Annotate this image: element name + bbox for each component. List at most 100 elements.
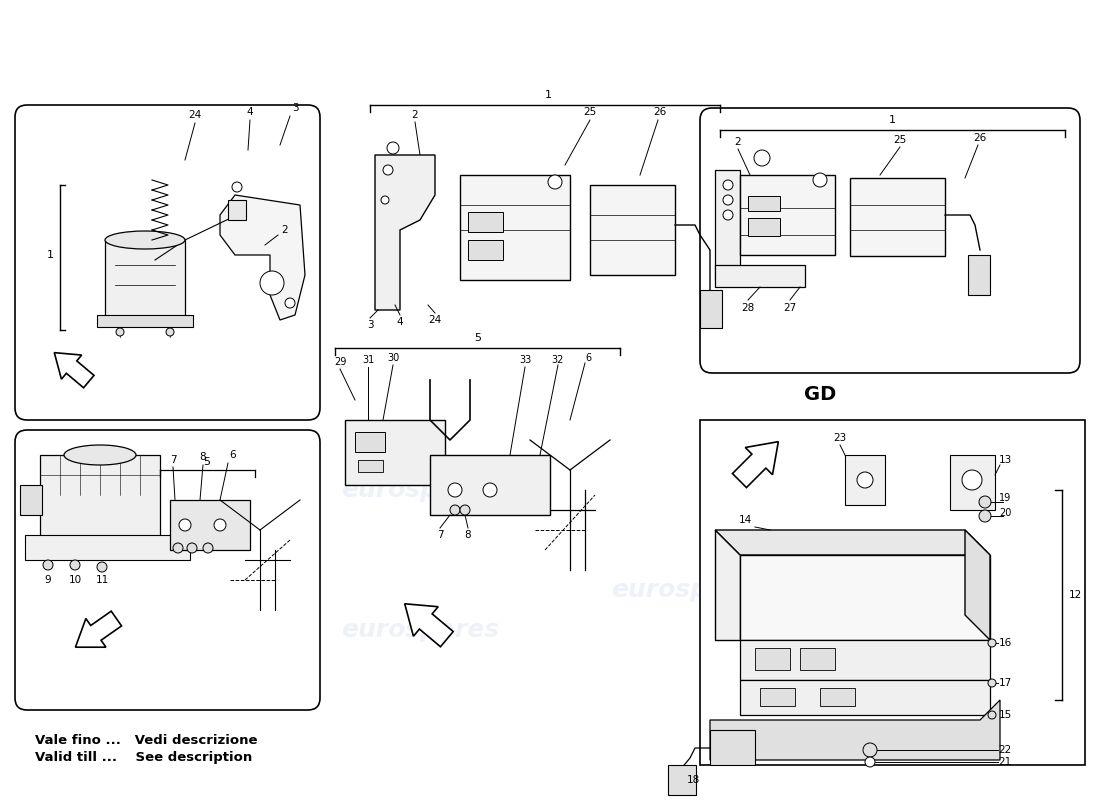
Polygon shape — [405, 604, 453, 646]
Circle shape — [979, 496, 991, 508]
Polygon shape — [733, 442, 779, 487]
Text: 24: 24 — [188, 110, 201, 120]
Circle shape — [179, 519, 191, 531]
Text: 22: 22 — [999, 745, 1012, 755]
Ellipse shape — [64, 445, 136, 465]
Bar — [170, 500, 250, 550]
Text: 1: 1 — [889, 115, 895, 125]
Circle shape — [723, 195, 733, 205]
Bar — [755, 648, 790, 670]
Text: 26: 26 — [653, 107, 667, 117]
Text: eurospares: eurospares — [341, 478, 499, 502]
Text: 1: 1 — [46, 250, 54, 260]
Text: 4: 4 — [246, 107, 253, 117]
Text: 7: 7 — [437, 530, 443, 540]
Circle shape — [43, 560, 53, 570]
Text: 9: 9 — [45, 575, 52, 585]
Text: 10: 10 — [68, 575, 81, 585]
Text: 8: 8 — [200, 452, 207, 462]
Circle shape — [285, 298, 295, 308]
Bar — [104, 240, 185, 320]
Circle shape — [214, 519, 225, 531]
Bar — [820, 688, 855, 706]
Circle shape — [857, 472, 873, 488]
Polygon shape — [220, 195, 305, 320]
Bar — [358, 460, 383, 472]
Text: 5: 5 — [204, 457, 210, 467]
Text: 15: 15 — [999, 710, 1012, 720]
Circle shape — [166, 328, 174, 336]
Circle shape — [723, 210, 733, 220]
Bar — [355, 432, 385, 452]
Text: 30: 30 — [387, 353, 399, 363]
Bar — [25, 535, 190, 560]
Polygon shape — [715, 530, 740, 640]
Ellipse shape — [104, 231, 185, 249]
Text: 29: 29 — [333, 357, 346, 367]
Circle shape — [260, 271, 284, 295]
Bar — [800, 648, 835, 670]
Bar — [760, 688, 795, 706]
Bar — [740, 680, 990, 715]
Text: 6: 6 — [230, 450, 236, 460]
Text: 2: 2 — [411, 110, 418, 120]
Text: 2: 2 — [282, 225, 288, 235]
Circle shape — [187, 543, 197, 553]
Text: 8: 8 — [464, 530, 471, 540]
Text: 27: 27 — [783, 303, 796, 313]
Circle shape — [381, 196, 389, 204]
Circle shape — [723, 180, 733, 190]
Bar — [468, 212, 503, 232]
Circle shape — [988, 639, 996, 647]
Bar — [97, 315, 192, 327]
Bar — [590, 185, 675, 275]
FancyBboxPatch shape — [700, 108, 1080, 373]
Polygon shape — [76, 611, 121, 647]
Circle shape — [204, 543, 213, 553]
Circle shape — [173, 543, 183, 553]
Text: 4: 4 — [397, 317, 404, 327]
Circle shape — [383, 165, 393, 175]
Circle shape — [460, 505, 470, 515]
Text: Valid till ...    See description: Valid till ... See description — [35, 751, 252, 765]
FancyBboxPatch shape — [15, 430, 320, 710]
Polygon shape — [710, 700, 1000, 760]
Circle shape — [483, 483, 497, 497]
Bar — [950, 455, 996, 510]
Bar — [845, 455, 886, 505]
Circle shape — [232, 182, 242, 192]
Polygon shape — [965, 530, 990, 640]
Text: 13: 13 — [999, 455, 1012, 465]
Text: 28: 28 — [741, 303, 755, 313]
Text: 33: 33 — [519, 355, 531, 365]
Circle shape — [116, 328, 124, 336]
Bar — [700, 420, 1085, 765]
Text: 26: 26 — [974, 133, 987, 143]
Polygon shape — [740, 555, 990, 640]
Bar — [740, 640, 990, 680]
Circle shape — [813, 173, 827, 187]
Bar — [968, 255, 990, 295]
Bar — [700, 290, 722, 328]
Circle shape — [448, 483, 462, 497]
Circle shape — [962, 470, 982, 490]
Circle shape — [548, 175, 562, 189]
Bar — [228, 200, 246, 220]
Bar — [430, 455, 550, 515]
Bar — [748, 196, 780, 211]
Polygon shape — [715, 530, 990, 555]
Text: 14: 14 — [738, 515, 751, 525]
Text: 32: 32 — [552, 355, 564, 365]
Bar — [740, 175, 835, 255]
Text: 23: 23 — [834, 433, 847, 443]
Bar — [345, 420, 446, 485]
Bar — [468, 240, 503, 260]
Text: GD: GD — [804, 386, 836, 405]
Text: 24: 24 — [428, 315, 441, 325]
Polygon shape — [375, 155, 434, 310]
Circle shape — [865, 757, 874, 767]
Text: eurospares: eurospares — [76, 478, 234, 502]
Bar — [710, 730, 755, 765]
Text: 31: 31 — [362, 355, 374, 365]
Text: 5: 5 — [474, 333, 482, 343]
